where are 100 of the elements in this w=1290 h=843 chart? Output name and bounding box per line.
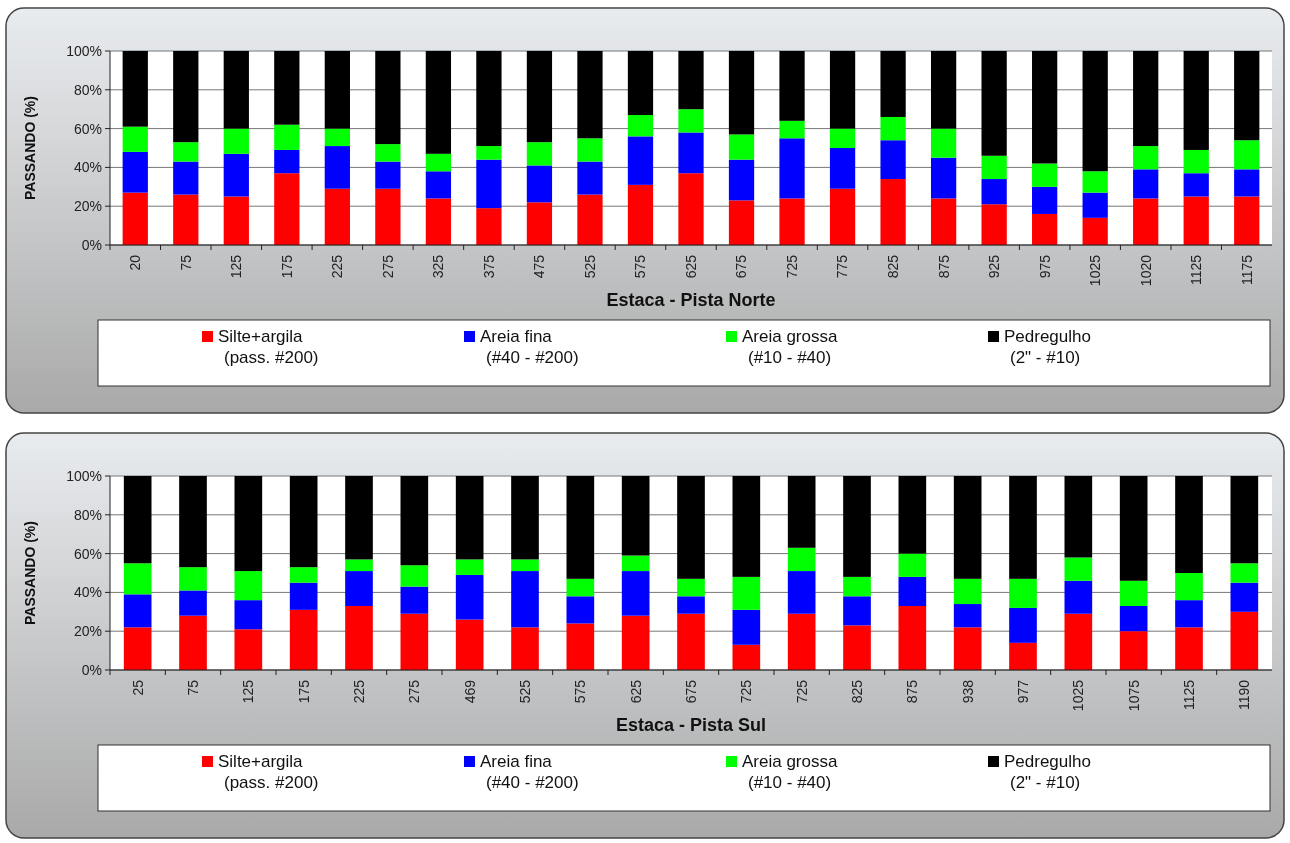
bar	[123, 563, 152, 595]
bar	[843, 576, 871, 597]
x-tick-label: 675	[682, 679, 699, 704]
bar	[1009, 607, 1037, 643]
x-tick-label: 525	[516, 679, 533, 704]
bar	[476, 146, 502, 160]
bar	[223, 153, 249, 197]
bar	[621, 476, 650, 556]
bar	[566, 596, 595, 624]
bar	[953, 627, 982, 670]
x-tick-label: 575	[572, 679, 589, 704]
bar	[122, 151, 148, 193]
bar	[1230, 563, 1259, 583]
bar	[425, 198, 452, 245]
bar	[953, 476, 982, 579]
y-tick-label: 40%	[73, 159, 102, 176]
bar	[1119, 476, 1148, 581]
x-tick-label: 25	[129, 679, 146, 696]
bar	[324, 188, 350, 245]
bar	[627, 184, 654, 245]
bar	[400, 476, 429, 566]
y-tick-label: 100%	[66, 42, 102, 59]
bar	[732, 476, 761, 577]
x-tick-label: 875	[904, 679, 921, 704]
bar	[1082, 217, 1108, 245]
x-tick-label: 75	[184, 679, 201, 696]
bar	[375, 161, 401, 189]
bar	[123, 476, 152, 564]
x-tick-label: 375	[480, 254, 497, 279]
x-tick-label: 1025	[1070, 679, 1087, 712]
legend-label: Pedregulho (2" - #10)	[1004, 752, 1091, 792]
x-tick-label: 925	[986, 254, 1003, 279]
legend-label: Areia grossa (#10 - #40)	[742, 752, 838, 792]
bar	[425, 171, 452, 199]
bar	[1119, 605, 1148, 632]
x-tick-label: 625	[682, 254, 699, 279]
bar	[677, 613, 705, 670]
bar	[476, 208, 502, 245]
bar	[621, 555, 650, 572]
bar	[123, 627, 152, 670]
bar	[455, 574, 484, 620]
bar	[577, 138, 603, 162]
bar	[930, 198, 957, 245]
bar	[566, 623, 595, 670]
bar	[274, 124, 300, 150]
bar	[1230, 582, 1259, 612]
bar	[375, 144, 401, 162]
x-tick-label: 725	[783, 254, 800, 279]
y-tick-label: 40%	[73, 584, 102, 601]
bar	[123, 594, 152, 628]
bar	[1183, 51, 1209, 150]
x-tick-label: 625	[627, 679, 644, 704]
bar	[274, 173, 300, 245]
bar	[179, 615, 207, 670]
x-tick-label: 825	[848, 679, 865, 704]
x-tick-label: 225	[329, 254, 346, 279]
bar	[829, 188, 856, 245]
bar	[1133, 146, 1159, 170]
bar	[526, 142, 553, 166]
bar	[1230, 611, 1259, 670]
x-tick-label: 1125	[1188, 254, 1205, 286]
bar	[179, 567, 207, 591]
bar	[787, 613, 816, 670]
x-tick-label: 1190	[1236, 679, 1253, 711]
legend-label: Silte+argila (pass. #200)	[218, 752, 319, 792]
x-tick-label: 325	[430, 254, 447, 279]
bar	[898, 476, 927, 554]
bar	[526, 202, 553, 245]
x-tick-label: 525	[581, 254, 598, 279]
bar	[981, 204, 1007, 245]
bar	[566, 476, 595, 579]
bar	[1175, 627, 1203, 670]
bar	[930, 157, 957, 199]
bar	[779, 120, 805, 139]
bar	[289, 582, 318, 610]
bar	[981, 179, 1007, 205]
bar	[953, 578, 982, 605]
bar	[375, 51, 401, 145]
x-tick-label: 975	[1036, 254, 1053, 279]
bar	[1032, 163, 1058, 187]
bar	[400, 586, 429, 614]
bar	[1175, 573, 1203, 601]
x-tick-label: 75	[177, 254, 194, 271]
y-axis-title: PASSANDO (%)	[21, 521, 38, 625]
x-tick-label: 1175	[1238, 254, 1255, 286]
bar	[953, 604, 982, 628]
bar	[880, 51, 906, 117]
bar	[677, 596, 705, 614]
bar	[1009, 476, 1037, 579]
bar	[787, 476, 816, 548]
bar	[274, 51, 300, 125]
x-tick-label: 125	[240, 679, 257, 704]
bar	[1234, 196, 1260, 245]
bar	[678, 109, 704, 133]
legend-label: Areia grossa (#10 - #40)	[742, 327, 838, 367]
bar	[223, 51, 249, 129]
bar	[511, 559, 539, 572]
legend-label: Silte+argila (pass. #200)	[218, 327, 319, 367]
y-tick-label: 20%	[73, 623, 102, 640]
bar	[779, 138, 805, 199]
